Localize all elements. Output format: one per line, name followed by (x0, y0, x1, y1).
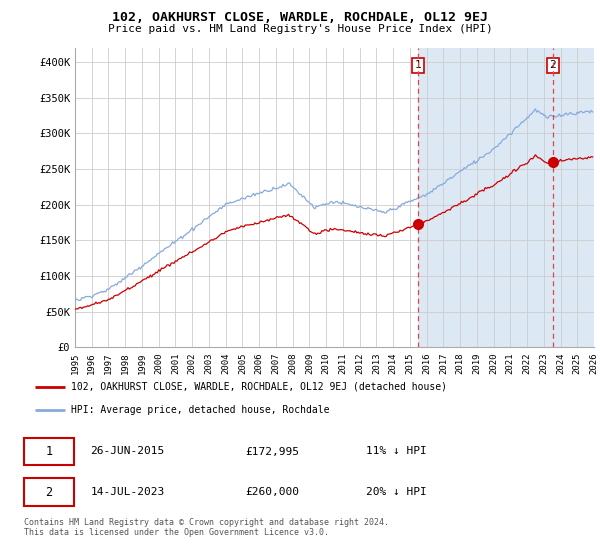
Text: 14-JUL-2023: 14-JUL-2023 (90, 487, 164, 497)
Text: £260,000: £260,000 (245, 487, 299, 497)
FancyBboxPatch shape (24, 478, 74, 506)
Text: 2: 2 (550, 60, 556, 71)
Text: HPI: Average price, detached house, Rochdale: HPI: Average price, detached house, Roch… (71, 405, 329, 415)
Bar (418, 48, 594, 347)
Text: 102, OAKHURST CLOSE, WARDLE, ROCHDALE, OL12 9EJ: 102, OAKHURST CLOSE, WARDLE, ROCHDALE, O… (112, 11, 488, 24)
Text: 102, OAKHURST CLOSE, WARDLE, ROCHDALE, OL12 9EJ (detached house): 102, OAKHURST CLOSE, WARDLE, ROCHDALE, O… (71, 381, 447, 391)
Text: 26-JUN-2015: 26-JUN-2015 (90, 446, 164, 456)
Text: £172,995: £172,995 (245, 446, 299, 456)
FancyBboxPatch shape (24, 438, 74, 465)
Text: 2: 2 (45, 486, 52, 498)
Text: 20% ↓ HPI: 20% ↓ HPI (366, 487, 427, 497)
Text: 1: 1 (415, 60, 422, 71)
Text: Contains HM Land Registry data © Crown copyright and database right 2024.
This d: Contains HM Land Registry data © Crown c… (24, 518, 389, 538)
Text: 1: 1 (45, 445, 52, 458)
Text: 11% ↓ HPI: 11% ↓ HPI (366, 446, 427, 456)
Text: Price paid vs. HM Land Registry's House Price Index (HPI): Price paid vs. HM Land Registry's House … (107, 24, 493, 34)
